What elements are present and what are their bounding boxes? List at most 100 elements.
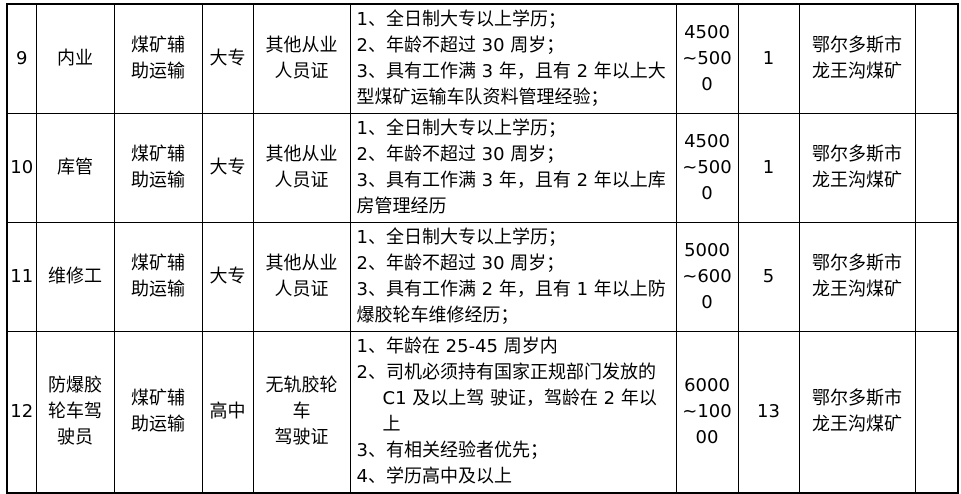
requirement-line: 1、全日制大专以上学历； (356, 227, 566, 248)
table-row: 11 维修工 煤矿辅 助运输 大专 其他从业 人员证 1、全日制大专以上学历； … (6, 222, 959, 332)
requirement-line: 房管理经历 (356, 196, 447, 217)
requirement-line: 1、全日制大专以上学历； (356, 9, 566, 30)
requirement-line: 爆胶轮车维修经历； (356, 305, 519, 326)
salary-cell: 6000 ~100 00 (675, 331, 739, 494)
department-cell: 煤矿辅 助运输 (113, 3, 203, 114)
cell-line: 驶员 (57, 427, 93, 448)
requirement-line: 3、有相关经验者优先； (356, 440, 548, 461)
cell-line: 驾驶证 (274, 427, 329, 448)
cell-line: 维修工 (48, 266, 102, 287)
requirements-cell: 1、全日制大专以上学历； 2、年龄不超过 30 周岁； 3、具有工作满 3 年，… (349, 113, 677, 223)
cell-line: 0 (701, 183, 713, 204)
cell-line: 龙王沟煤矿 (812, 170, 902, 191)
location-cell: 鄂尔多斯市 龙王沟煤矿 (798, 113, 916, 223)
requirement-line: 4、学历高中及以上 (356, 466, 512, 487)
note-cell (914, 3, 959, 114)
row-number-cell: 11 (6, 222, 37, 332)
cell-line: 其他从业 (265, 35, 338, 56)
cell-line: 其他从业 (265, 253, 338, 274)
cell-line: 煤矿辅 (131, 388, 185, 409)
education-cell: 高中 (201, 331, 254, 494)
cell-line: 内业 (57, 48, 93, 69)
job-title-cell: 防爆胶 轮车驾 驶员 (35, 331, 115, 494)
table-row: 12 防爆胶 轮车驾 驶员 煤矿辅 助运输 高中 无轨胶轮 车 驾驶证 1、年龄… (6, 331, 959, 494)
job-title-cell: 维修工 (35, 222, 115, 332)
cell-line: ~500 (682, 157, 732, 178)
cell-line: 人员证 (274, 170, 329, 191)
cell-line: 其他从业 (265, 144, 338, 165)
requirement-line: 2、年龄不超过 30 周岁； (356, 35, 565, 56)
salary-cell: 4500 ~500 0 (675, 3, 739, 114)
cell-line: 人员证 (274, 279, 329, 300)
note-cell (914, 331, 959, 494)
education-cell: 大专 (201, 222, 254, 332)
cell-line: 0 (701, 74, 713, 95)
requirement-line: 上 (382, 414, 401, 435)
cell-line: ~500 (682, 48, 732, 69)
table-row: 10 库管 煤矿辅 助运输 大专 其他从业 人员证 1、全日制大专以上学历； 2… (6, 113, 959, 223)
cell-line: 4500 (684, 22, 730, 43)
department-cell: 煤矿辅 助运输 (113, 113, 203, 223)
cell-line: 鄂尔多斯市 (812, 388, 902, 409)
salary-cell: 5000 ~600 0 (675, 222, 739, 332)
education-cell: 大专 (201, 113, 254, 223)
cell-line: 鄂尔多斯市 (812, 144, 902, 165)
department-cell: 煤矿辅 助运输 (113, 331, 203, 494)
job-title-cell: 库管 (35, 113, 115, 223)
requirement-line: 3、具有工作满 3 年，且有 2 年以上库 (356, 170, 666, 191)
requirements-cell: 1、年龄在 25-45 周岁内 2、司机必须持有国家正规部门发放的 C1 及以上… (349, 331, 677, 494)
location-cell: 鄂尔多斯市 龙王沟煤矿 (798, 222, 916, 332)
cell-line: 助运输 (131, 170, 185, 191)
requirement-line: 3、具有工作满 3 年，且有 2 年以上大 (356, 61, 666, 82)
cell-line: 煤矿辅 (131, 35, 185, 56)
requirements-cell: 1、全日制大专以上学历； 2、年龄不超过 30 周岁； 3、具有工作满 3 年，… (349, 3, 677, 114)
cell-line: 龙王沟煤矿 (812, 279, 902, 300)
cell-line: 6000 (684, 375, 730, 396)
cell-line: 库管 (57, 157, 93, 178)
requirement-line: 1、年龄在 25-45 周岁内 (356, 336, 558, 357)
row-number-cell: 12 (6, 331, 37, 494)
education-cell: 大专 (201, 3, 254, 114)
salary-cell: 4500 ~500 0 (675, 113, 739, 223)
cell-line: 助运输 (131, 61, 185, 82)
certificate-cell: 其他从业 人员证 (252, 3, 351, 114)
cell-line: 防爆胶 (48, 375, 102, 396)
department-cell: 煤矿辅 助运输 (113, 222, 203, 332)
cell-line: 轮车驾 (48, 401, 102, 422)
table-row: 9 内业 煤矿辅 助运输 大专 其他从业 人员证 1、全日制大专以上学历； 2、… (6, 3, 959, 114)
cell-line: 车 (292, 401, 311, 422)
location-cell: 鄂尔多斯市 龙王沟煤矿 (798, 3, 916, 114)
cell-line: 煤矿辅 (131, 144, 185, 165)
cell-line: 鄂尔多斯市 (812, 35, 902, 56)
headcount-cell: 1 (737, 3, 800, 114)
requirement-line: 3、具有工作满 2 年，且有 1 年以上防 (356, 279, 666, 300)
certificate-cell: 其他从业 人员证 (252, 222, 351, 332)
cell-line: 00 (695, 427, 719, 448)
cell-line: 4500 (684, 131, 730, 152)
cell-line: 龙王沟煤矿 (812, 414, 902, 435)
cell-line: 0 (701, 292, 713, 313)
row-number-cell: 10 (6, 113, 37, 223)
job-title-cell: 内业 (35, 3, 115, 114)
certificate-cell: 无轨胶轮 车 驾驶证 (252, 331, 351, 494)
cell-line: 无轨胶轮 (265, 375, 338, 396)
cell-line: 煤矿辅 (131, 253, 185, 274)
headcount-cell: 5 (737, 222, 800, 332)
note-cell (914, 222, 959, 332)
requirement-line: 型煤矿运输车队资料管理经验； (356, 87, 609, 108)
headcount-cell: 1 (737, 113, 800, 223)
row-number-cell: 9 (6, 3, 37, 114)
cell-line: 人员证 (274, 61, 329, 82)
headcount-cell: 13 (737, 331, 800, 494)
location-cell: 鄂尔多斯市 龙王沟煤矿 (798, 331, 916, 494)
cell-line: 助运输 (131, 279, 185, 300)
cell-line: ~600 (682, 266, 732, 287)
requirement-line: C1 及以上驾 驶证，驾龄在 2 年以 (382, 388, 657, 409)
requirement-line: 2、司机必须持有国家正规部门发放的 (356, 362, 656, 383)
cell-line: 助运输 (131, 414, 185, 435)
recruitment-table: 9 内业 煤矿辅 助运输 大专 其他从业 人员证 1、全日制大专以上学历； 2、… (6, 3, 959, 494)
cell-line: ~100 (682, 401, 732, 422)
cell-line: 龙王沟煤矿 (812, 61, 902, 82)
note-cell (914, 113, 959, 223)
requirements-cell: 1、全日制大专以上学历； 2、年龄不超过 30 周岁； 3、具有工作满 2 年，… (349, 222, 677, 332)
